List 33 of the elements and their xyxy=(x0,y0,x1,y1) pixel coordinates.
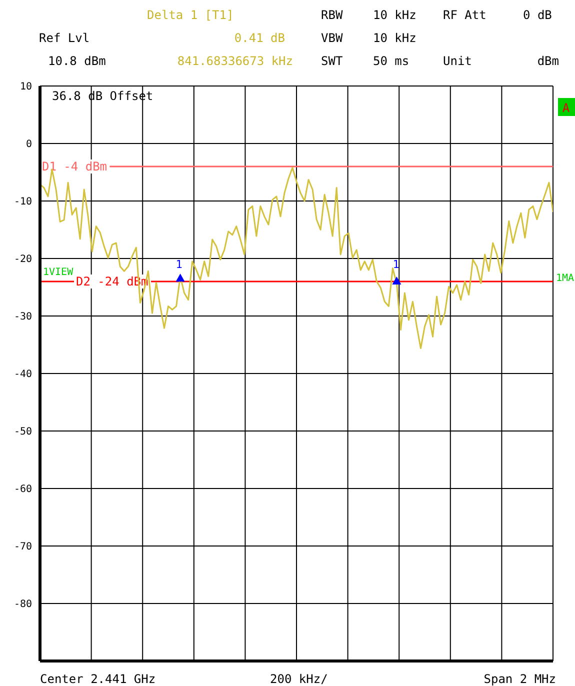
y-tick-label: -50 xyxy=(14,426,32,438)
text: Center 2.441 GHz xyxy=(40,672,156,686)
text: dBm xyxy=(537,54,559,68)
y-tick-label: 0 xyxy=(26,139,32,150)
text: RF Att xyxy=(443,8,486,22)
text: VBW xyxy=(321,31,344,45)
ref-line-label: D1 -4 dBm xyxy=(42,160,108,174)
text: 0 dB xyxy=(523,8,552,22)
text: 50 ms xyxy=(373,54,410,68)
annotation: 1 xyxy=(176,258,182,271)
y-tick-label: 10 xyxy=(20,82,32,93)
text: Delta 1 [T1] xyxy=(147,8,234,22)
y-tick-label: -40 xyxy=(14,369,32,380)
text: SWT xyxy=(321,54,343,68)
text: Unit xyxy=(443,54,472,68)
text: 10 kHz xyxy=(373,31,416,45)
text: 841.68336673 kHz xyxy=(177,54,293,68)
y-tick-label: -20 xyxy=(14,254,32,266)
text: A xyxy=(562,101,570,115)
text: Span 2 MHz xyxy=(484,672,556,686)
text: 10.8 dBm xyxy=(48,54,106,68)
text: 10 kHz xyxy=(373,8,416,22)
y-tick-label: -10 xyxy=(14,196,32,208)
text: RBW xyxy=(321,8,344,22)
text: 200 kHz/ xyxy=(270,672,328,686)
text: Ref Lvl xyxy=(39,31,90,45)
y-tick-label: -80 xyxy=(14,599,32,610)
y-tick-label: -30 xyxy=(14,312,32,323)
text: 1MA xyxy=(556,273,574,284)
text: 0.41 dB xyxy=(234,31,285,45)
y-tick-label: -60 xyxy=(14,484,32,496)
y-tick-label: -70 xyxy=(14,542,32,553)
annotation: 1VIEW xyxy=(43,267,74,278)
